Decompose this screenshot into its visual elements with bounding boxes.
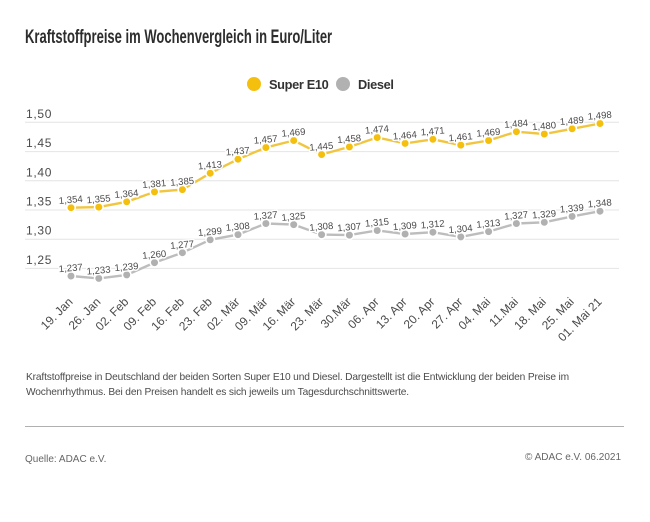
svg-text:1,35: 1,35 (26, 195, 52, 209)
svg-text:1,339: 1,339 (559, 203, 584, 216)
svg-text:1,355: 1,355 (86, 193, 111, 206)
svg-text:1,327: 1,327 (504, 210, 529, 223)
svg-text:1,413: 1,413 (198, 159, 223, 172)
svg-text:1,471: 1,471 (420, 125, 445, 138)
svg-text:1,327: 1,327 (253, 210, 278, 223)
svg-text:1,307: 1,307 (337, 221, 362, 234)
svg-text:1,239: 1,239 (114, 261, 139, 274)
svg-text:1,40: 1,40 (26, 165, 52, 179)
svg-text:1,437: 1,437 (225, 145, 250, 158)
svg-text:1,30: 1,30 (26, 224, 52, 238)
svg-text:1,381: 1,381 (142, 178, 167, 191)
svg-text:1,325: 1,325 (281, 211, 306, 224)
svg-text:1,461: 1,461 (448, 131, 473, 144)
svg-text:1,299: 1,299 (198, 226, 223, 239)
svg-text:1,445: 1,445 (309, 141, 334, 154)
svg-text:1,364: 1,364 (114, 188, 140, 201)
svg-text:1,45: 1,45 (26, 136, 52, 150)
svg-text:1,315: 1,315 (365, 217, 390, 230)
svg-text:1,50: 1,50 (26, 107, 52, 121)
svg-text:1,458: 1,458 (337, 133, 362, 146)
svg-text:1,348: 1,348 (587, 197, 612, 210)
svg-text:1,484: 1,484 (504, 118, 530, 131)
svg-text:1,498: 1,498 (587, 110, 612, 123)
svg-text:1,237: 1,237 (58, 262, 83, 275)
svg-text:1,385: 1,385 (170, 176, 195, 189)
svg-text:1,464: 1,464 (392, 130, 418, 143)
svg-text:1,469: 1,469 (476, 127, 501, 140)
svg-text:1,489: 1,489 (559, 115, 584, 128)
svg-text:1,313: 1,313 (476, 218, 501, 231)
svg-text:1,25: 1,25 (26, 253, 52, 267)
svg-text:1,457: 1,457 (253, 134, 278, 147)
svg-text:1,304: 1,304 (448, 223, 474, 236)
svg-text:1,480: 1,480 (532, 120, 557, 133)
svg-text:1,469: 1,469 (281, 127, 306, 140)
svg-text:1,233: 1,233 (86, 265, 111, 278)
svg-text:1,312: 1,312 (420, 218, 445, 231)
svg-text:1,474: 1,474 (365, 124, 391, 137)
svg-text:1,309: 1,309 (392, 220, 417, 233)
svg-text:1,354: 1,354 (58, 194, 84, 207)
svg-text:1,308: 1,308 (309, 221, 334, 234)
svg-text:1,277: 1,277 (170, 239, 195, 252)
svg-text:1,329: 1,329 (532, 208, 557, 221)
svg-text:1,260: 1,260 (142, 249, 167, 262)
svg-text:1,308: 1,308 (225, 221, 250, 234)
